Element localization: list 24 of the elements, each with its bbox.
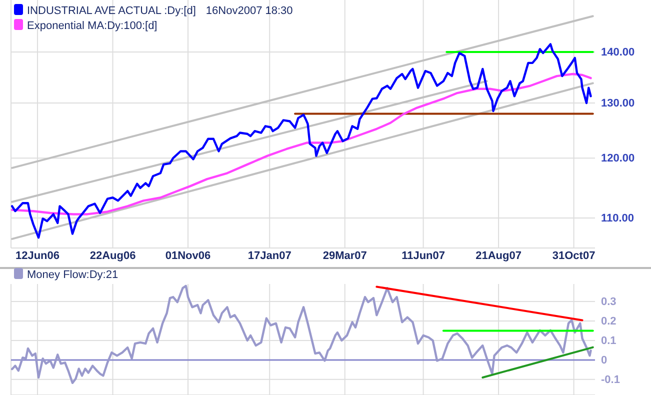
annotation: 16Nov2007 18:30 xyxy=(206,5,293,17)
y-tick-label: 140.00 xyxy=(601,46,635,59)
x-tick-label: 31Oct07 xyxy=(552,250,596,262)
line-series xyxy=(10,284,592,384)
legend-label: INDUSTRIAL AVE ACTUAL :Dy:[d] xyxy=(27,5,196,17)
line-series xyxy=(10,43,592,239)
y-tick-label: -0.1 xyxy=(601,374,620,386)
x-tick-label: 29Mar07 xyxy=(322,250,367,262)
y-tick-label: 0 xyxy=(601,354,608,366)
x-tick-label: 21Aug07 xyxy=(476,250,522,262)
x-tick-label: 01Nov06 xyxy=(165,250,211,262)
legend-label: Money Flow:Dy:21 xyxy=(27,269,118,281)
y-tick-label: 0.1 xyxy=(601,334,616,347)
x-tick-label: 11Jun07 xyxy=(402,250,446,262)
legend-label: Exponential MA:Dy:100:[d] xyxy=(27,20,158,32)
line-series xyxy=(10,72,592,216)
x-tick-label: 22Aug06 xyxy=(90,250,136,262)
x-tick-label: 17Jan07 xyxy=(248,250,292,262)
y-tick-label: 110.00 xyxy=(601,212,634,224)
y-tick-label: 0.2 xyxy=(601,316,616,328)
y-tick-label: 0.3 xyxy=(601,296,616,308)
x-tick-label: 12Jun06 xyxy=(15,250,60,262)
y-tick-label: 120.00 xyxy=(601,152,635,165)
y-tick-label: 130.00 xyxy=(601,98,635,110)
